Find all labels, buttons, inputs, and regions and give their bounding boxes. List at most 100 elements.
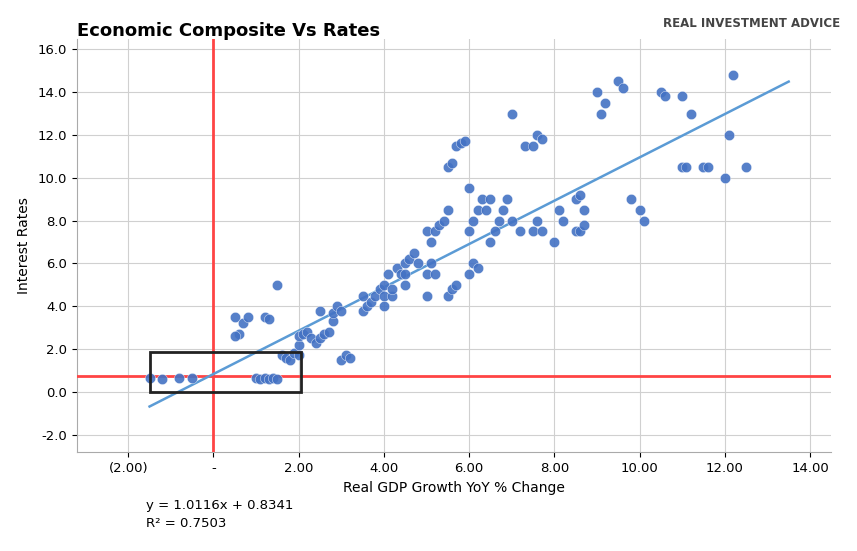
Point <box>399 269 412 278</box>
Point <box>483 237 497 246</box>
Point <box>292 332 306 341</box>
Point <box>232 329 246 338</box>
Point <box>569 195 583 203</box>
Point <box>437 216 451 225</box>
Point <box>595 109 608 118</box>
Point <box>598 99 612 107</box>
Point <box>446 158 459 167</box>
Point <box>381 269 395 278</box>
Point <box>470 206 484 214</box>
Point <box>433 220 446 229</box>
Point <box>573 191 587 199</box>
Point <box>258 312 272 321</box>
Point <box>428 227 442 236</box>
Point <box>462 184 476 193</box>
Point <box>241 312 255 321</box>
Y-axis label: Interest Rates: Interest Rates <box>17 197 31 294</box>
Text: y = 1.0116x + 0.8341
R² = 0.7503: y = 1.0116x + 0.8341 R² = 0.7503 <box>146 499 293 530</box>
Point <box>727 71 740 79</box>
Point <box>680 163 693 171</box>
Point <box>334 355 348 364</box>
Point <box>470 263 484 272</box>
Point <box>326 317 339 326</box>
Point <box>654 88 668 96</box>
Point <box>284 355 297 364</box>
Point <box>262 315 276 323</box>
Point <box>258 374 272 382</box>
Point <box>254 375 267 383</box>
Point <box>675 163 689 171</box>
Point <box>373 285 387 294</box>
Point <box>488 227 501 236</box>
Point <box>420 269 434 278</box>
Point <box>399 259 412 268</box>
Point <box>675 92 689 101</box>
Point <box>262 375 276 383</box>
Point <box>556 216 570 225</box>
Point <box>377 280 391 289</box>
Point <box>403 255 417 263</box>
Point <box>496 206 510 214</box>
Point <box>637 216 650 225</box>
Point <box>526 227 540 236</box>
Point <box>513 227 527 236</box>
Point <box>407 249 421 257</box>
Point <box>369 291 382 300</box>
Point <box>420 291 434 300</box>
Point <box>505 109 518 118</box>
Point <box>185 374 199 382</box>
Point <box>530 131 544 139</box>
Point <box>228 312 242 321</box>
Point <box>475 195 488 203</box>
Point <box>297 329 310 338</box>
Text: REAL INVESTMENT ADVICE: REAL INVESTMENT ADVICE <box>662 17 840 30</box>
Point <box>304 334 318 343</box>
Point <box>390 263 404 272</box>
Point <box>479 206 493 214</box>
Point <box>275 351 289 360</box>
Point <box>143 374 157 382</box>
Point <box>271 375 285 383</box>
Point <box>526 141 540 150</box>
Point <box>172 374 186 382</box>
Point <box>321 327 335 336</box>
Point <box>697 163 710 171</box>
Point <box>615 83 629 92</box>
Point <box>313 306 327 315</box>
Bar <box>150 352 301 392</box>
Point <box>267 374 280 382</box>
Point <box>718 174 732 182</box>
Point <box>334 306 348 315</box>
Point <box>411 259 425 268</box>
Point <box>441 206 455 214</box>
Point <box>500 195 514 203</box>
Point <box>505 216 518 225</box>
Point <box>399 280 412 289</box>
Point <box>449 141 463 150</box>
Point <box>530 216 544 225</box>
Point <box>722 131 736 139</box>
Point <box>483 195 497 203</box>
Point <box>377 291 391 300</box>
Point <box>386 285 399 294</box>
Point <box>590 88 604 96</box>
Point <box>518 141 531 150</box>
Text: Real GDP Growth YoY % Change: Real GDP Growth YoY % Change <box>344 480 565 495</box>
Point <box>658 92 672 101</box>
Point <box>535 227 548 236</box>
Point <box>449 280 463 289</box>
Point <box>249 374 263 382</box>
Point <box>453 139 467 148</box>
Point <box>155 375 169 383</box>
Point <box>535 135 548 144</box>
Point <box>428 269 442 278</box>
Point <box>356 306 369 315</box>
Point <box>573 227 587 236</box>
Point <box>424 259 438 268</box>
Point <box>317 329 331 338</box>
Point <box>578 220 591 229</box>
Point <box>343 353 357 362</box>
Point <box>309 338 322 347</box>
Point <box>377 302 391 311</box>
Point <box>446 285 459 294</box>
